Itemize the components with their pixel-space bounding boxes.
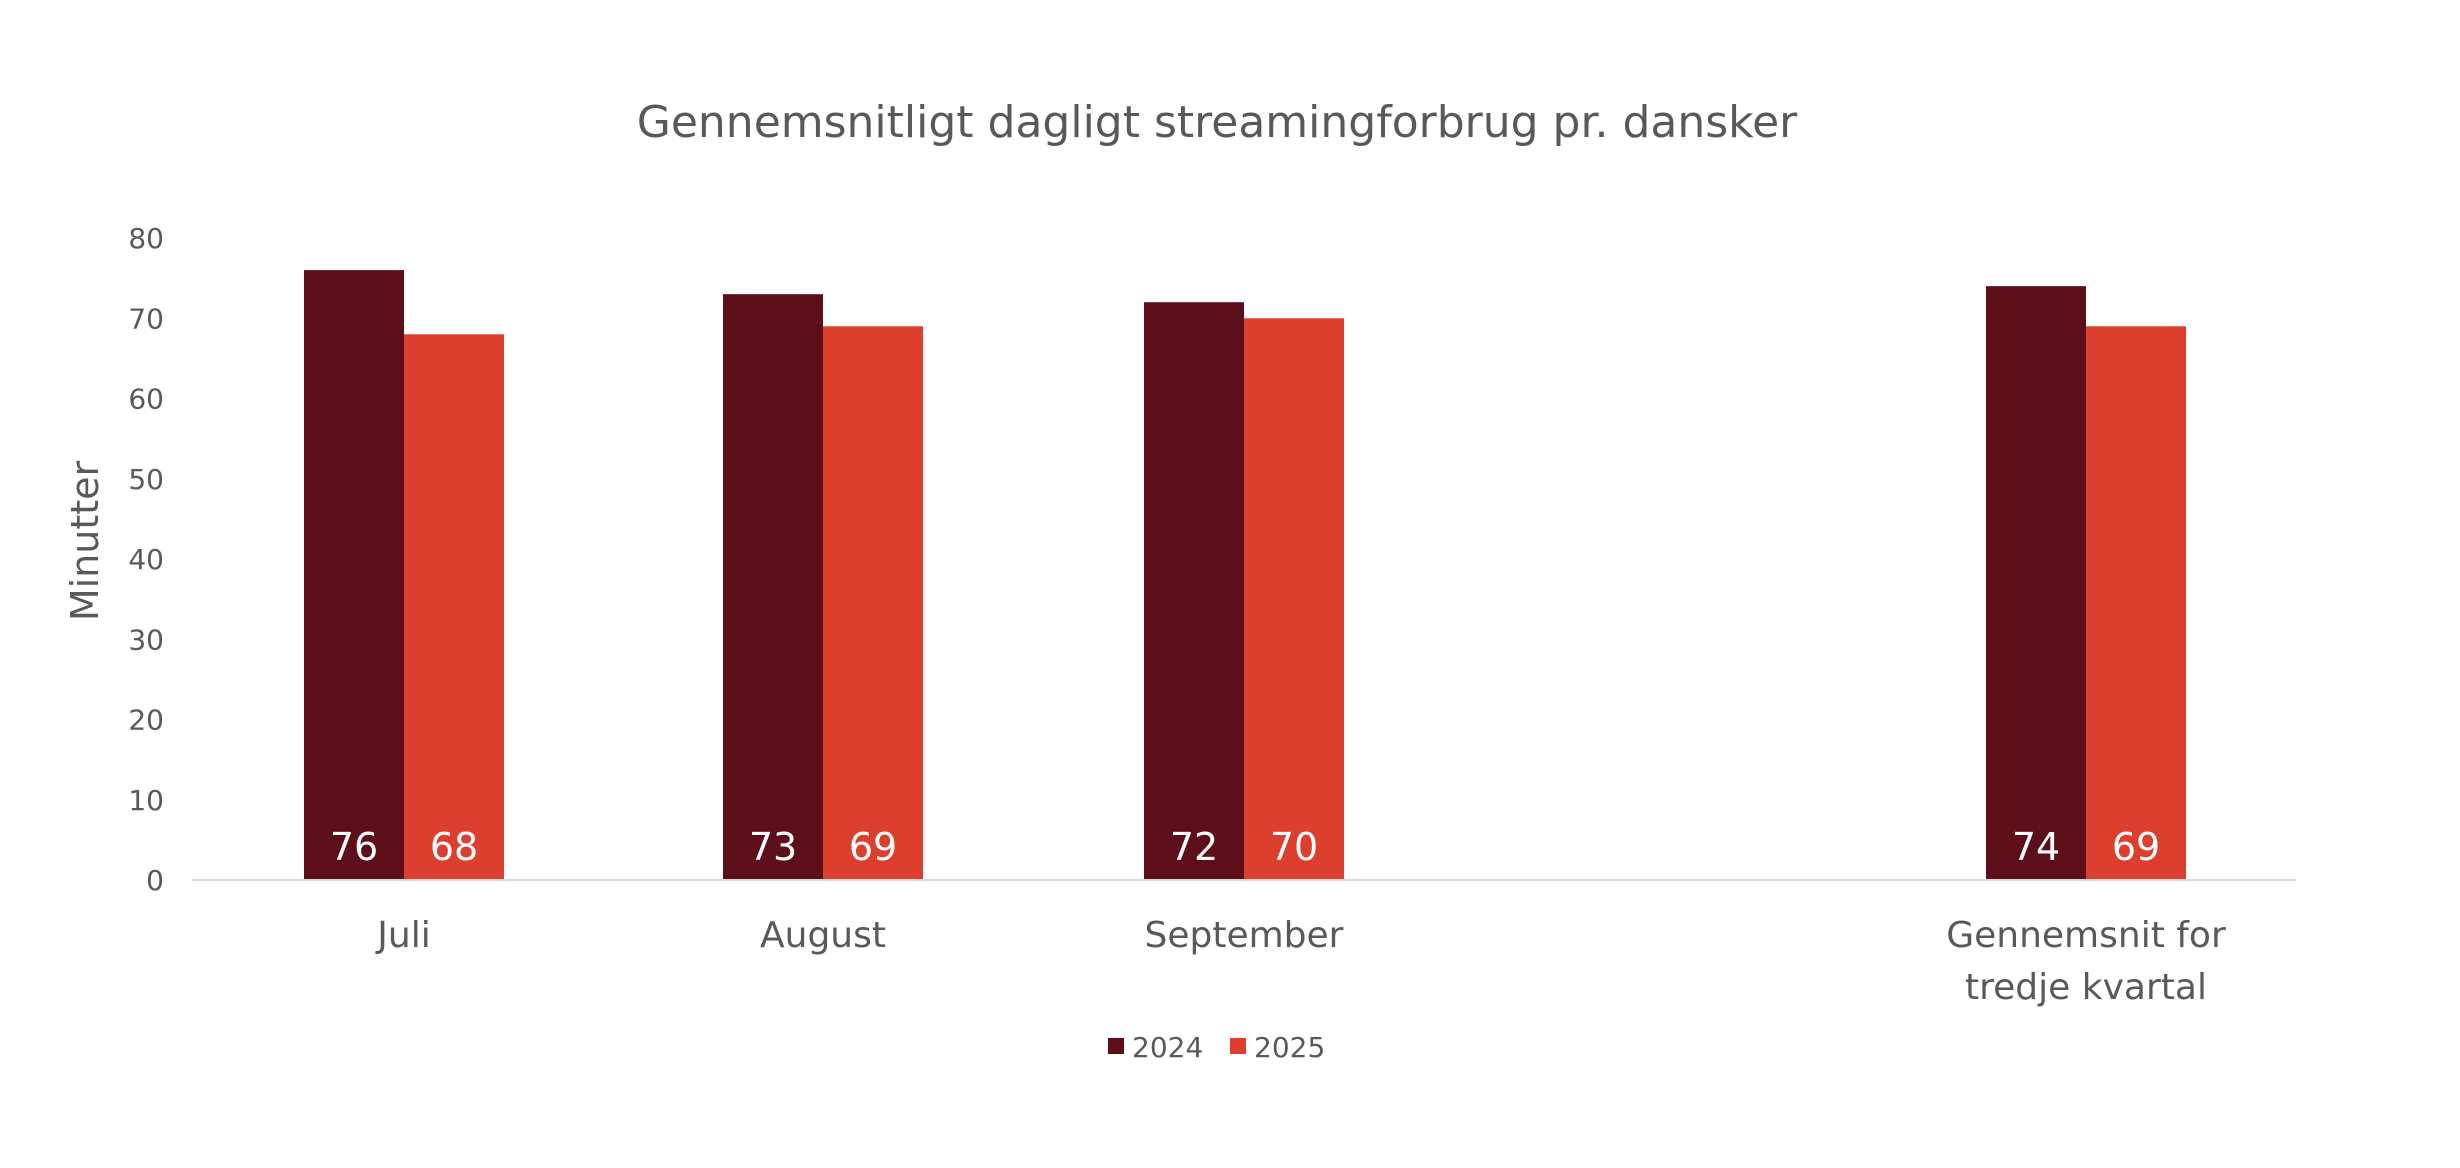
- y-tick-label: 70: [128, 302, 164, 335]
- bar-2025: [1244, 318, 1344, 880]
- x-tick-label: Gennemsnit for: [1946, 915, 2226, 956]
- data-label: 70: [1270, 825, 1318, 869]
- data-label: 69: [2112, 825, 2160, 869]
- y-tick-label: 20: [128, 704, 164, 737]
- chart-title: Gennemsnitligt dagligt streamingforbrug …: [637, 97, 1798, 148]
- y-tick-label: 10: [128, 784, 164, 817]
- data-label: 76: [330, 825, 378, 869]
- data-label: 68: [430, 825, 478, 869]
- bar-2024: [1144, 302, 1244, 880]
- legend-swatch-2025: [1230, 1038, 1246, 1054]
- data-label: 72: [1170, 825, 1218, 869]
- x-tick-label: August: [760, 915, 886, 956]
- y-axis-ticks: 0 10 20 30 40 50 60 70 80: [128, 222, 164, 897]
- bars: 76 68 73 69 72 70 74 69: [304, 270, 2186, 881]
- bar-2025: [2086, 326, 2186, 880]
- y-tick-label: 0: [146, 864, 164, 897]
- legend-swatch-2024: [1108, 1038, 1124, 1054]
- data-label: 74: [2012, 825, 2060, 869]
- y-tick-label: 50: [128, 463, 164, 496]
- bar-2025: [404, 334, 504, 880]
- x-tick-label: September: [1145, 915, 1344, 956]
- y-tick-label: 30: [128, 623, 164, 656]
- legend-label: 2025: [1254, 1031, 1325, 1064]
- bar-2024: [304, 270, 404, 881]
- y-tick-label: 60: [128, 383, 164, 416]
- x-tick-label: tredje kvartal: [1965, 967, 2207, 1008]
- y-tick-label: 40: [128, 543, 164, 576]
- data-label: 69: [849, 825, 897, 869]
- y-tick-label: 80: [128, 222, 164, 255]
- legend: 2024 2025: [1108, 1031, 1325, 1064]
- bar-2024: [1986, 286, 2086, 880]
- x-tick-label: Juli: [375, 915, 430, 956]
- legend-label: 2024: [1132, 1031, 1203, 1064]
- data-label: 73: [749, 825, 797, 869]
- x-axis-labels: Juli August September Gennemsnit for tredje …: [375, 915, 2226, 1008]
- bar-2024: [723, 294, 823, 880]
- bar-2025: [823, 326, 923, 880]
- y-axis-label: Minutter: [63, 460, 107, 621]
